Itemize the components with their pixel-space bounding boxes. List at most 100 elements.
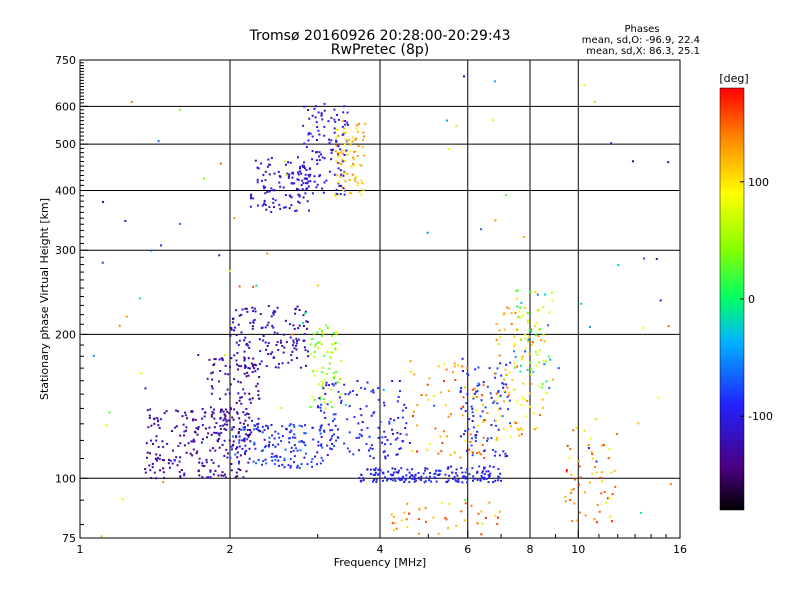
- data-point: [529, 373, 532, 376]
- data-point: [339, 148, 342, 151]
- data-point: [464, 471, 467, 474]
- data-point: [263, 202, 266, 205]
- data-point: [347, 393, 350, 396]
- data-point: [214, 449, 217, 452]
- data-point: [453, 475, 456, 478]
- data-point: [241, 308, 244, 311]
- data-point: [428, 471, 431, 474]
- data-point: [287, 175, 290, 178]
- data-point: [374, 467, 377, 470]
- data-point: [307, 355, 310, 358]
- data-point: [224, 364, 227, 367]
- data-point: [234, 453, 237, 456]
- data-point: [498, 343, 501, 346]
- data-point: [183, 472, 186, 475]
- data-point: [528, 335, 531, 338]
- data-point: [266, 165, 269, 168]
- data-point: [300, 183, 303, 186]
- data-point: [488, 501, 491, 504]
- data-point: [389, 417, 392, 420]
- data-point: [289, 458, 292, 461]
- data-point: [519, 306, 522, 309]
- data-point: [330, 437, 333, 440]
- data-point: [203, 415, 206, 418]
- data-point: [343, 442, 346, 445]
- data-point: [542, 306, 545, 309]
- data-point: [517, 315, 520, 318]
- data-point: [454, 479, 457, 482]
- data-point: [386, 478, 389, 481]
- data-point: [201, 464, 204, 467]
- data-point: [506, 306, 509, 309]
- data-point: [231, 426, 234, 429]
- data-point: [330, 334, 333, 337]
- data-point: [408, 481, 411, 484]
- data-point: [272, 197, 275, 200]
- data-point: [361, 145, 364, 148]
- data-point: [426, 448, 429, 451]
- data-point: [511, 378, 514, 381]
- data-point: [595, 460, 598, 463]
- data-point: [267, 305, 270, 308]
- data-point: [257, 390, 260, 393]
- data-point: [244, 444, 247, 447]
- data-point: [301, 164, 304, 167]
- data-point: [337, 118, 340, 121]
- data-point: [153, 417, 156, 420]
- data-point: [354, 177, 357, 180]
- data-point: [482, 436, 485, 439]
- data-point: [318, 159, 321, 162]
- data-point: [276, 306, 279, 309]
- data-point: [543, 340, 546, 343]
- data-point: [239, 469, 242, 472]
- data-point: [238, 399, 241, 402]
- data-point: [494, 419, 497, 422]
- data-point: [252, 310, 255, 313]
- data-point: [476, 522, 479, 525]
- data-point: [363, 387, 366, 390]
- data-point: [325, 179, 328, 182]
- data-point: [382, 401, 385, 404]
- data-point: [231, 321, 234, 324]
- data-point: [341, 119, 344, 122]
- data-point: [495, 338, 498, 341]
- data-point: [242, 422, 245, 425]
- data-point: [299, 170, 302, 173]
- data-point: [302, 196, 305, 199]
- data-point: [311, 465, 314, 468]
- data-point: [263, 446, 266, 449]
- data-point: [600, 444, 603, 447]
- data-point: [399, 390, 402, 393]
- data-point: [323, 109, 326, 112]
- data-point: [352, 158, 355, 161]
- data-point: [266, 190, 269, 193]
- data-point: [529, 361, 532, 364]
- data-point: [502, 450, 505, 453]
- data-point: [509, 422, 512, 425]
- data-point: [396, 453, 399, 456]
- data-point: [470, 504, 473, 507]
- data-point: [447, 147, 450, 150]
- data-point: [496, 523, 499, 526]
- data-point: [216, 439, 219, 442]
- data-point: [229, 456, 232, 459]
- data-point: [344, 131, 347, 134]
- data-point: [169, 466, 172, 469]
- data-point: [257, 167, 260, 170]
- data-point: [219, 427, 222, 430]
- data-point: [393, 419, 396, 422]
- data-point: [268, 190, 271, 193]
- data-point: [454, 378, 457, 381]
- data-point: [341, 125, 344, 128]
- data-point: [392, 479, 395, 482]
- data-point: [293, 347, 296, 350]
- data-point: [572, 429, 575, 432]
- data-point: [301, 188, 304, 191]
- data-point: [318, 175, 321, 178]
- data-point: [225, 448, 228, 451]
- data-point: [178, 108, 181, 111]
- data-point: [332, 384, 335, 387]
- data-point: [509, 425, 512, 428]
- data-point: [256, 178, 259, 181]
- data-point: [146, 451, 149, 454]
